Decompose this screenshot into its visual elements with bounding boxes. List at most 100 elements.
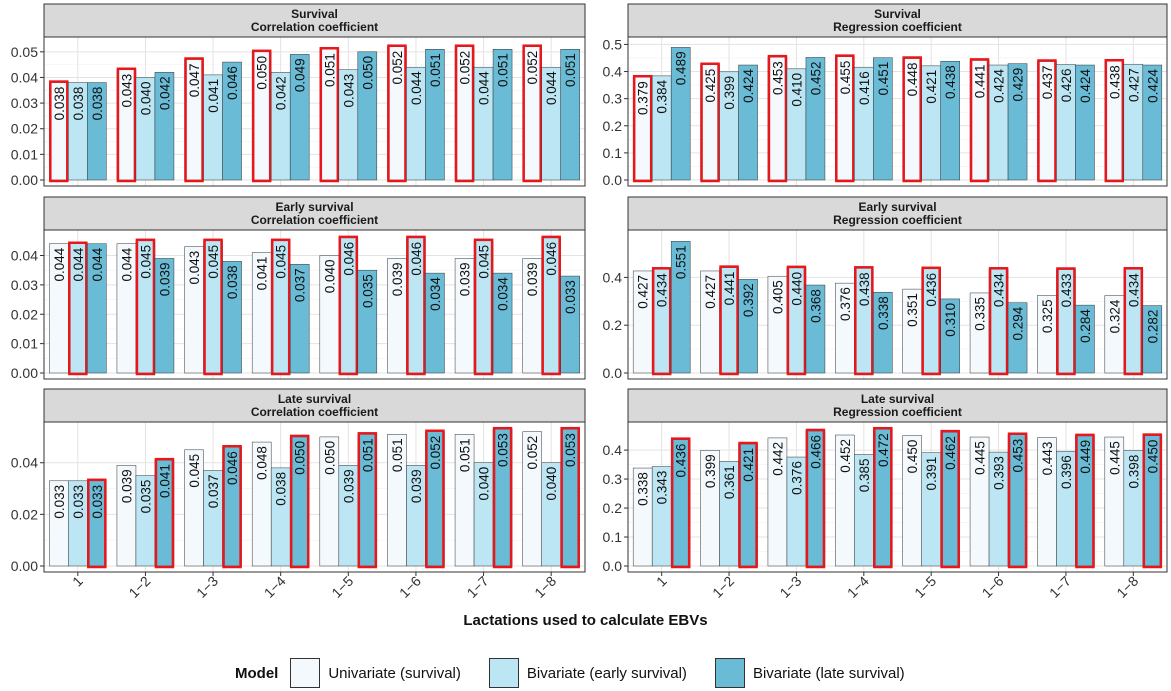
- data-label: 0.039: [390, 262, 405, 296]
- bar: [1075, 304, 1095, 374]
- bar-highlight: [1075, 433, 1095, 569]
- x-tick-label: 1−2: [709, 573, 737, 601]
- data-label: 0.041: [206, 79, 221, 113]
- legend-item-bivariate-early: Bivariate (early survival): [488, 658, 687, 688]
- data-label: 0.043: [187, 251, 202, 285]
- data-label: 0.035: [360, 274, 375, 308]
- data-label: 0.442: [770, 442, 785, 476]
- data-label: 0.033: [90, 485, 105, 519]
- data-label: 0.416: [857, 71, 872, 105]
- x-tick-label: 1−5: [328, 573, 356, 601]
- bar: [560, 49, 580, 181]
- bar-highlight: [560, 426, 580, 569]
- y-tick-label: 0.02: [11, 506, 38, 522]
- data-label: 0.440: [789, 272, 804, 306]
- panel-strip: [627, 3, 1168, 38]
- data-label: 0.033: [71, 485, 86, 519]
- x-tick-label: 1−3: [776, 573, 804, 601]
- data-label: 0.391: [924, 457, 939, 491]
- data-label: 0.351: [905, 293, 920, 327]
- data-label: 0.053: [496, 433, 511, 467]
- panel-title: Survival: [874, 7, 921, 21]
- data-label: 0.368: [808, 289, 823, 323]
- data-label: 0.041: [255, 257, 270, 291]
- bar-highlight: [767, 54, 788, 183]
- x-tick-label: 1−7: [1046, 573, 1074, 601]
- legend-key-univariate: [290, 658, 321, 688]
- bar: [154, 72, 175, 181]
- y-tick-label: 0.04: [11, 69, 38, 85]
- panel-subtitle: Correlation coefficient: [251, 20, 378, 34]
- bar-highlight: [203, 238, 223, 376]
- y-tick-label: 0.4: [603, 269, 623, 285]
- data-label: 0.051: [428, 53, 443, 87]
- data-label: 0.042: [157, 76, 172, 110]
- data-label: 0.434: [992, 273, 1007, 307]
- x-tick-label: 1−4: [261, 573, 289, 601]
- data-label: 0.453: [770, 61, 785, 95]
- data-label: 0.052: [458, 51, 473, 85]
- y-tick-label: 0.2: [603, 118, 623, 134]
- data-label: 0.425: [703, 69, 718, 103]
- data-label: 0.284: [1078, 309, 1093, 343]
- bar: [222, 61, 242, 181]
- data-label: 0.046: [409, 242, 424, 276]
- data-label: 0.046: [225, 66, 240, 100]
- bar: [357, 51, 378, 181]
- bar: [940, 298, 960, 374]
- data-label: 0.424: [992, 69, 1007, 103]
- data-label: 0.427: [703, 275, 718, 309]
- bar: [940, 60, 960, 181]
- bar-highlight: [251, 49, 272, 183]
- data-label: 0.048: [255, 446, 270, 480]
- bar-highlight: [338, 235, 359, 376]
- data-label: 0.451: [876, 62, 891, 96]
- data-label: 0.049: [293, 58, 308, 92]
- data-label: 0.040: [138, 81, 153, 115]
- bar-highlight: [988, 267, 1009, 376]
- bar-highlight: [902, 56, 922, 183]
- bar: [492, 272, 513, 374]
- panel-title: Late survival: [278, 392, 351, 406]
- bar: [805, 57, 826, 181]
- data-label: 0.426: [1059, 68, 1074, 102]
- data-label: 0.489: [674, 51, 689, 85]
- bar-highlight: [969, 58, 990, 183]
- bar: [87, 243, 107, 374]
- data-label: 0.433: [1059, 274, 1074, 308]
- y-tick-label: 0.05: [11, 44, 38, 60]
- legend-label-bivariate-late: Bivariate (late survival): [752, 664, 905, 682]
- data-label: 0.393: [992, 456, 1007, 490]
- data-label: 0.343: [655, 471, 670, 505]
- data-label: 0.434: [1126, 273, 1141, 307]
- data-label: 0.038: [71, 87, 86, 121]
- bar: [1007, 302, 1028, 374]
- y-tick-label: 0.5: [603, 36, 623, 52]
- y-tick-label: 0.2: [603, 500, 623, 516]
- y-tick-label: 0.2: [603, 317, 623, 333]
- bar: [289, 264, 310, 374]
- y-tick-label: 0.0: [603, 172, 623, 188]
- bar: [1007, 63, 1028, 181]
- panel-title: Early survival: [275, 200, 353, 214]
- bar-highlight: [1007, 432, 1028, 569]
- y-tick-label: 0.1: [603, 529, 623, 545]
- data-label: 0.398: [1126, 455, 1141, 489]
- bar-highlight: [270, 238, 291, 376]
- data-label: 0.310: [943, 303, 958, 337]
- data-label: 0.385: [857, 458, 872, 492]
- data-label: 0.043: [119, 74, 134, 108]
- y-tick-label: 0.04: [11, 248, 38, 264]
- y-tick-label: 0.03: [11, 95, 38, 111]
- x-tick-label: 1−3: [193, 573, 221, 601]
- x-tick-label: 1−7: [464, 573, 492, 601]
- data-label: 0.452: [808, 61, 823, 95]
- data-label: 0.325: [1040, 299, 1055, 333]
- data-label: 0.051: [360, 438, 375, 472]
- y-tick-label: 0.02: [11, 121, 38, 137]
- data-label: 0.052: [428, 436, 443, 470]
